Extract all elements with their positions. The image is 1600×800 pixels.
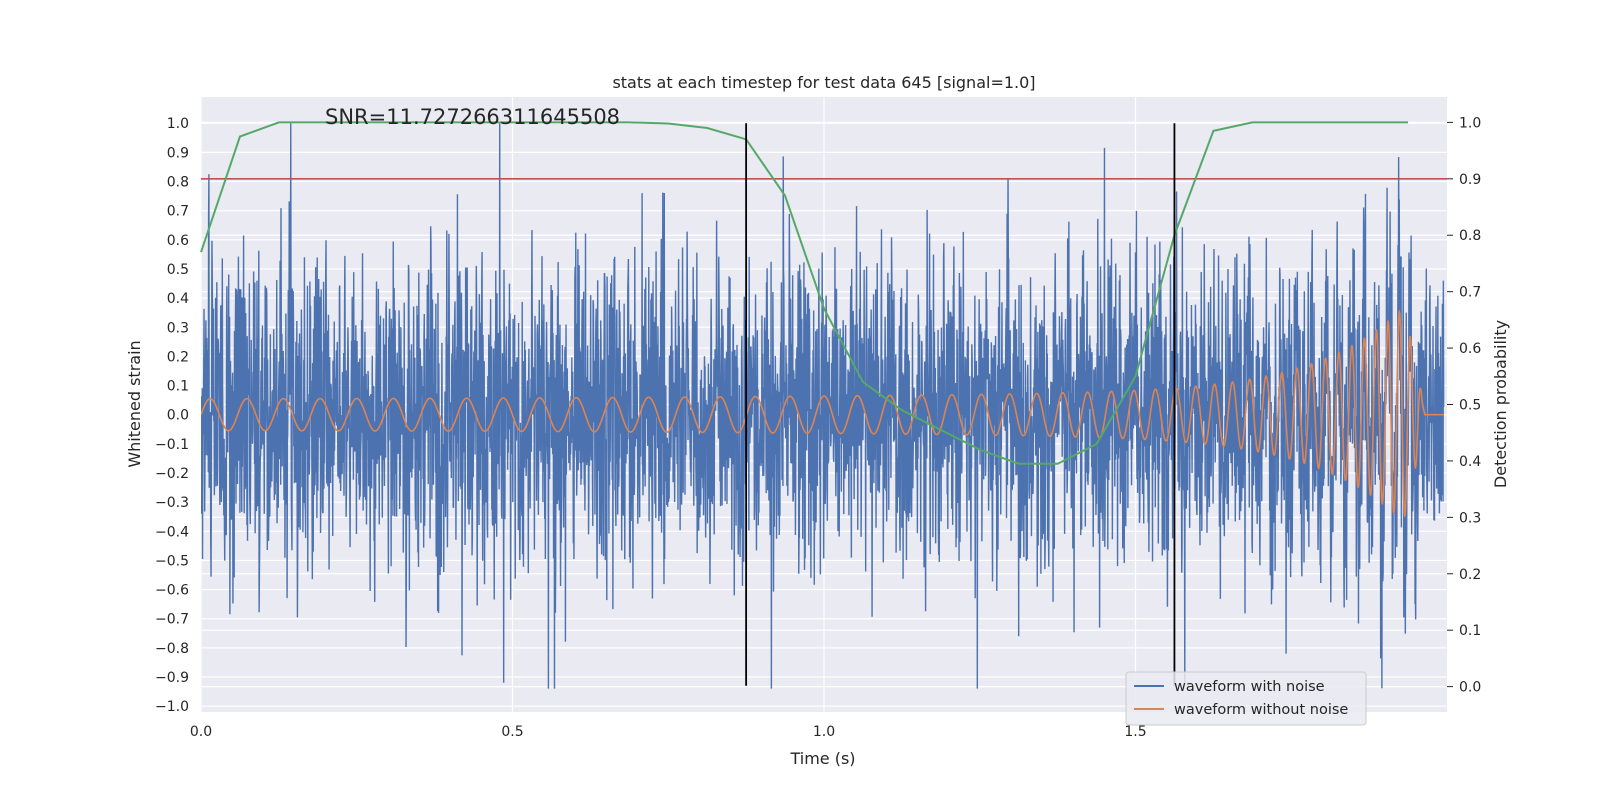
snr-annotation: SNR=11.727266311645508 bbox=[325, 105, 620, 129]
legend-label-noise: waveform with noise bbox=[1174, 679, 1325, 695]
y-tick-label: −1.0 bbox=[155, 699, 189, 715]
series-waveform-without-noise bbox=[201, 309, 1444, 518]
x-tick-label: 0.5 bbox=[501, 724, 523, 740]
y2-tick-label: 0.5 bbox=[1459, 398, 1481, 414]
x-axis-label: Time (s) bbox=[789, 749, 855, 768]
y-tick-label: 0.1 bbox=[167, 379, 189, 395]
x-axis-ticks: 0.0 0.5 1.0 1.5 bbox=[190, 724, 1147, 740]
markers-layer bbox=[200, 121, 1447, 686]
y-tick-label: −0.1 bbox=[155, 437, 189, 453]
y2-tick-label: 0.4 bbox=[1459, 454, 1481, 470]
chart-title: stats at each timestep for test data 645… bbox=[612, 73, 1035, 92]
y2-tick-label: 0.6 bbox=[1459, 341, 1481, 357]
y-tick-label: −0.4 bbox=[155, 524, 189, 540]
y-axis-label: Whitened strain bbox=[125, 340, 144, 467]
y-tick-label: −0.3 bbox=[155, 495, 189, 511]
y-tick-label: −0.7 bbox=[155, 612, 189, 628]
x-tick-label: 1.0 bbox=[813, 724, 835, 740]
y-tick-label: 0.2 bbox=[167, 349, 189, 365]
y2-tick-label: 0.9 bbox=[1459, 172, 1481, 188]
y-tick-label: −0.5 bbox=[155, 553, 189, 569]
y-tick-label: 1.0 bbox=[167, 116, 189, 132]
x-tick-label: 1.5 bbox=[1124, 724, 1146, 740]
y-tick-label: 0.4 bbox=[167, 291, 189, 307]
y-tick-label: 0.9 bbox=[167, 145, 189, 161]
x-tick-label: 0.0 bbox=[190, 724, 212, 740]
y-tick-label: 0.0 bbox=[167, 408, 189, 424]
y2-axis-ticks: 1.0 0.9 0.8 0.7 0.6 0.5 0.4 0.3 0.2 0.1 0.0 bbox=[1447, 115, 1481, 696]
y-tick-label: 0.6 bbox=[167, 233, 189, 249]
legend-box bbox=[1125, 671, 1367, 726]
y2-tick-label: 0.3 bbox=[1459, 510, 1481, 526]
legend: waveform with noise waveform without noi… bbox=[1125, 671, 1367, 726]
y-tick-label: 0.3 bbox=[167, 320, 189, 336]
y-tick-label: −0.6 bbox=[155, 583, 189, 599]
y-tick-label: 0.7 bbox=[167, 204, 189, 220]
y2-tick-label: 0.8 bbox=[1459, 228, 1481, 244]
y-tick-label: −0.9 bbox=[155, 670, 189, 686]
y-tick-label: 0.5 bbox=[167, 262, 189, 278]
y2-axis-label: Detection probability bbox=[1491, 320, 1510, 488]
y2-tick-label: 0.7 bbox=[1459, 285, 1481, 301]
legend-label-clean: waveform without noise bbox=[1174, 702, 1348, 718]
y2-tick-label: 0.2 bbox=[1459, 567, 1481, 583]
y2-tick-label: 1.0 bbox=[1459, 115, 1481, 131]
y-axis-ticks: 1.0 0.9 0.8 0.7 0.6 0.5 0.4 0.3 0.2 0.1 0.0 −0.1 −0.… bbox=[155, 116, 189, 715]
y2-tick-label: 0.0 bbox=[1459, 680, 1481, 696]
series-detection-probability bbox=[200, 121, 1409, 465]
y-tick-label: −0.8 bbox=[155, 641, 189, 657]
y2-tick-label: 0.1 bbox=[1459, 623, 1481, 639]
y-tick-label: −0.2 bbox=[155, 466, 189, 482]
y-tick-label: 0.8 bbox=[167, 175, 189, 191]
